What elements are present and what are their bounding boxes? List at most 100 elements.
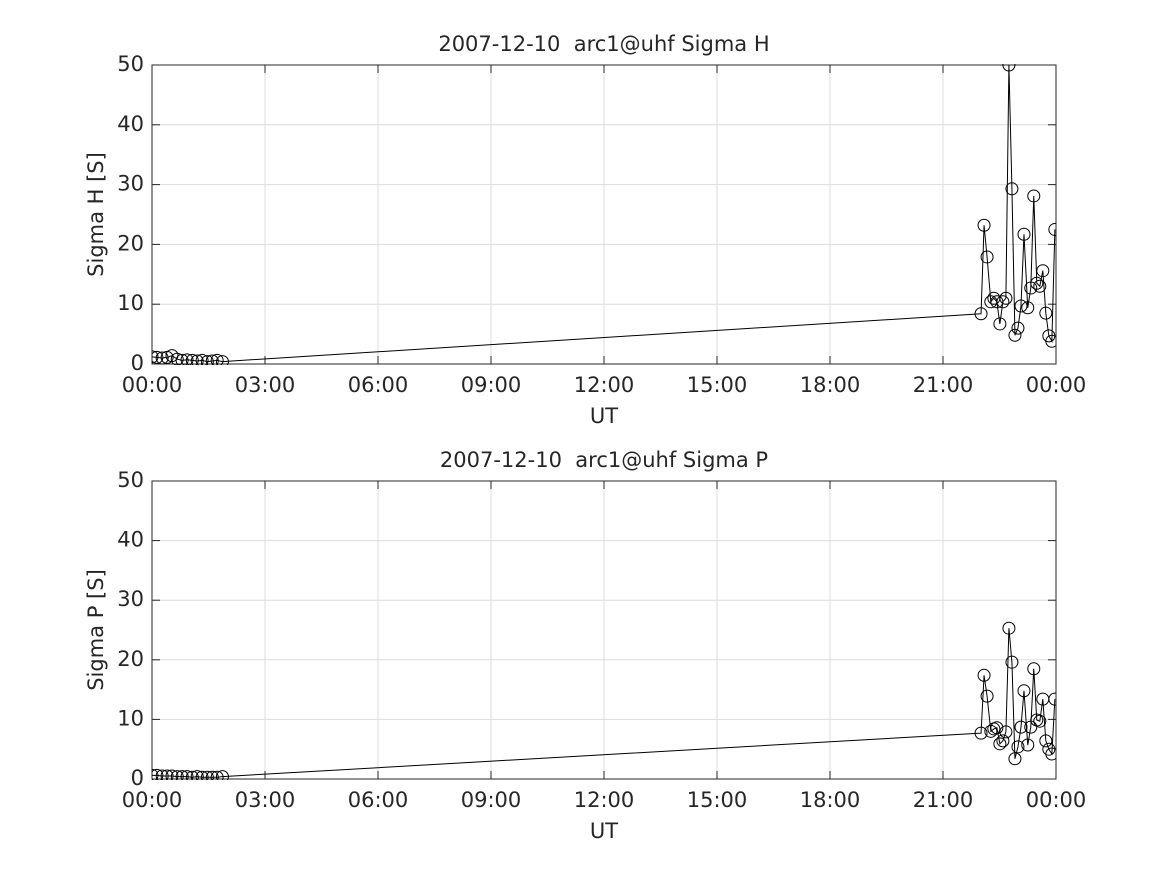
data-point [977, 218, 991, 232]
x-tick-label: 15:00 [687, 788, 748, 812]
data-point [210, 770, 224, 780]
data-point [977, 668, 991, 682]
data-point [993, 737, 1007, 751]
data-point [165, 769, 179, 780]
x-tick-label: 18:00 [800, 373, 861, 397]
chart-title: 2007-12-10 arc1@uhf Sigma H [438, 32, 769, 56]
y-tick-label: 50 [117, 52, 144, 76]
x-tick-label: 03:00 [235, 373, 296, 397]
data-point [152, 350, 164, 364]
data-point [200, 770, 214, 780]
data-point [1002, 64, 1016, 72]
data-point [185, 770, 199, 780]
series [152, 64, 1056, 365]
data-point [205, 770, 219, 780]
x-axis-label: UT [590, 819, 618, 843]
x-tick-label: 00:00 [1026, 373, 1087, 397]
data-point [1011, 321, 1025, 335]
axes-box [151, 64, 1057, 365]
data-point [190, 770, 204, 780]
data-point [180, 353, 194, 365]
data-point [980, 689, 994, 703]
data-point [1017, 684, 1031, 698]
data-point [1033, 279, 1047, 293]
x-tick-label: 03:00 [235, 788, 296, 812]
axes-box [151, 480, 1057, 780]
data-point [1021, 738, 1035, 752]
data-point [152, 768, 159, 780]
subplot: 00:00 03:00 06:00 09:00 12:00 15:00 18:00 21:00… [84, 448, 1086, 843]
data-point [1011, 740, 1025, 754]
data-point [170, 770, 184, 780]
data-point [1021, 301, 1035, 315]
data-point [1005, 182, 1019, 196]
data-point [170, 352, 184, 365]
data-point [155, 769, 169, 780]
y-tick-label: 30 [117, 172, 144, 196]
data-point [990, 721, 1004, 735]
data-point [1008, 328, 1022, 342]
y-tick-label: 10 [117, 291, 144, 315]
data-point [990, 295, 1004, 309]
data-point [999, 725, 1013, 739]
data-point [1033, 714, 1047, 728]
data-point [1027, 662, 1041, 676]
data-point [200, 355, 214, 365]
data-point [195, 353, 209, 365]
x-tick-label: 06:00 [348, 373, 409, 397]
subplot: 00:00 03:00 06:00 09:00 12:00 15:00 18:00 21:00… [84, 32, 1086, 428]
x-tick-label: 12:00 [574, 373, 635, 397]
chart-title: 2007-12-10 arc1@uhf Sigma P [440, 448, 768, 472]
data-point [180, 770, 194, 780]
y-tick-label: 20 [117, 231, 144, 255]
data-point [1017, 227, 1031, 241]
data-point [152, 350, 159, 364]
x-axis-label: UT [590, 404, 618, 428]
data-point [190, 354, 204, 365]
data-point [1002, 621, 1016, 635]
x-tick-label: 12:00 [574, 788, 635, 812]
data-point [1039, 306, 1053, 320]
y-axis-label: Sigma H [S] [84, 152, 108, 277]
y-tick-label: 30 [117, 587, 144, 611]
x-tick-label: 00:00 [122, 373, 183, 397]
data-line [152, 64, 1056, 363]
data-point [1048, 692, 1056, 706]
data-point [160, 769, 174, 780]
data-point [1027, 189, 1041, 203]
data-point [215, 770, 229, 780]
data-point [999, 291, 1013, 305]
x-tick-label: 21:00 [913, 373, 974, 397]
y-tick-label: 40 [117, 528, 144, 552]
y-tick-label: 20 [117, 647, 144, 671]
data-point [152, 768, 164, 780]
y-tick-label: 0 [131, 766, 144, 790]
x-tick-label: 09:00 [461, 788, 522, 812]
y-tick-label: 0 [131, 351, 144, 375]
data-point [195, 770, 209, 780]
data-point [980, 250, 994, 264]
data-point [1045, 747, 1056, 761]
data-point [1048, 222, 1056, 236]
data-point [1014, 720, 1028, 734]
x-tick-label: 00:00 [122, 788, 183, 812]
data-point [175, 770, 189, 780]
data-point [1036, 264, 1050, 278]
y-tick-label: 40 [117, 112, 144, 136]
data-point [185, 353, 199, 365]
x-tick-label: 00:00 [1026, 788, 1087, 812]
data-point [1014, 299, 1028, 313]
x-tick-label: 18:00 [800, 788, 861, 812]
y-axis-label: Sigma P [S] [84, 569, 108, 691]
data-point [993, 317, 1007, 331]
x-tick-label: 21:00 [913, 788, 974, 812]
x-tick-label: 09:00 [461, 373, 522, 397]
data-point [205, 354, 219, 365]
data-point [155, 351, 169, 365]
data-point [215, 355, 229, 365]
x-tick-label: 06:00 [348, 788, 409, 812]
x-tick-label: 15:00 [687, 373, 748, 397]
data-point [210, 353, 224, 365]
y-tick-label: 10 [117, 706, 144, 730]
